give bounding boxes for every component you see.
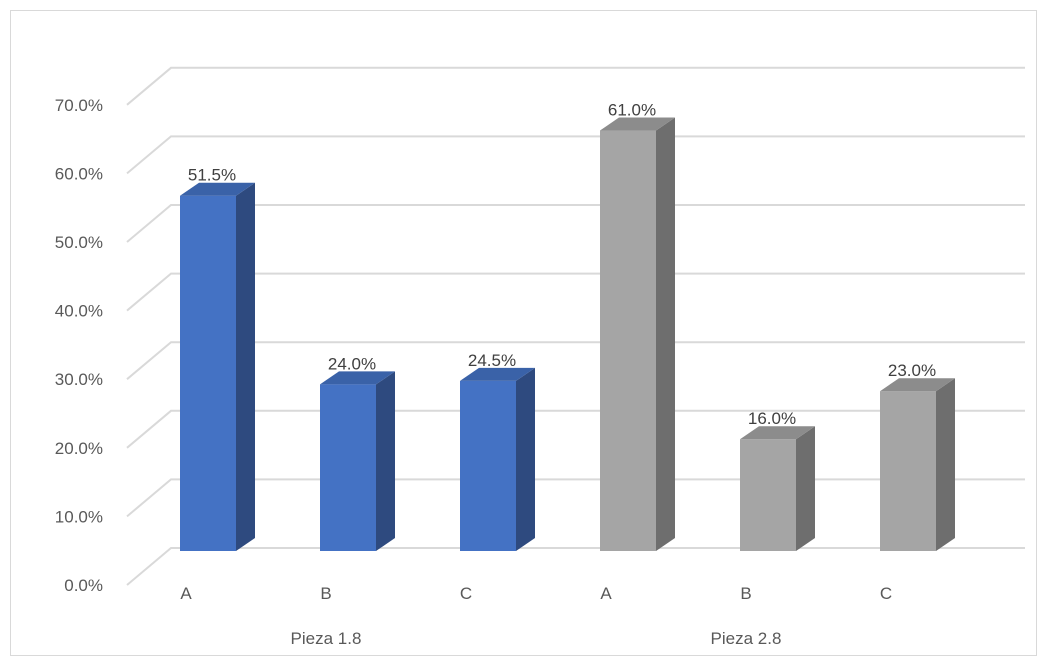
bar-side [236,182,255,551]
data-label: 24.5% [468,351,516,370]
gridline [126,341,1025,380]
category-label: B [320,584,331,603]
gridline [126,547,1025,586]
bar-top [600,117,675,131]
bar-front [600,130,656,551]
data-label: 61.0% [608,101,656,120]
bar-side [516,367,535,551]
y-tick-label: 0.0% [64,576,103,595]
bar-side [376,371,395,551]
bar [180,182,255,551]
bar [460,367,535,551]
bar-side [796,426,815,551]
group-label: Pieza 2.8 [711,629,782,648]
gridline [126,135,1025,175]
bar-side [936,378,955,551]
y-tick-label: 10.0% [55,507,103,526]
bar-side [656,117,675,551]
bar-front [460,380,516,551]
y-tick-label: 20.0% [55,439,103,458]
bar-top [460,367,535,381]
bar [600,117,675,551]
bar [320,371,395,551]
category-label: B [740,584,751,603]
y-tick-label: 60.0% [55,164,103,183]
bar-front [180,195,236,551]
data-label: 51.5% [188,166,236,185]
bar-front [880,391,936,551]
bar-front [320,384,376,551]
y-tick-label: 30.0% [55,370,103,389]
y-tick-label: 70.0% [55,96,103,115]
category-label: A [600,584,612,603]
y-tick-label: 40.0% [55,302,103,321]
data-labels: 51.5% 24.0% 24.5% 61.0% 16.0% 23.0% [188,101,936,429]
data-label: 23.0% [888,361,936,380]
bar-chart: 0.0%10.0%20.0%30.0%40.0%50.0%60.0%70.0% … [55,66,1025,648]
gridline [126,66,1025,106]
data-label: 24.0% [328,354,376,373]
bar [880,378,955,551]
bars [180,117,955,551]
chart-frame: 0.0% 10.0% 20.0% 30.0% 40.0% 50.0% 60.0% 70.0% … [10,10,1037,656]
bar [740,426,815,551]
bar-top [740,426,815,440]
category-label: C [460,584,472,603]
gridlines [126,66,1025,586]
gridline [126,204,1025,243]
category-label: C [880,584,892,603]
gridline [126,409,1025,449]
bar-top [880,378,955,392]
data-label: 16.0% [748,409,796,428]
bar-front [740,439,796,551]
gridline [126,272,1025,312]
y-tick-label: 50.0% [55,233,103,252]
category-label: A [180,584,192,603]
bar-top [180,182,255,196]
x-axis-categories: A B C Pieza 1.8 A B C Pieza 2.8 [180,584,892,648]
y-axis-ticks: 0.0% 10.0% 20.0% 30.0% 40.0% 50.0% 60.0% 70.0% [55,96,103,595]
bar-top [320,371,395,385]
group-label: Pieza 1.8 [291,629,362,648]
